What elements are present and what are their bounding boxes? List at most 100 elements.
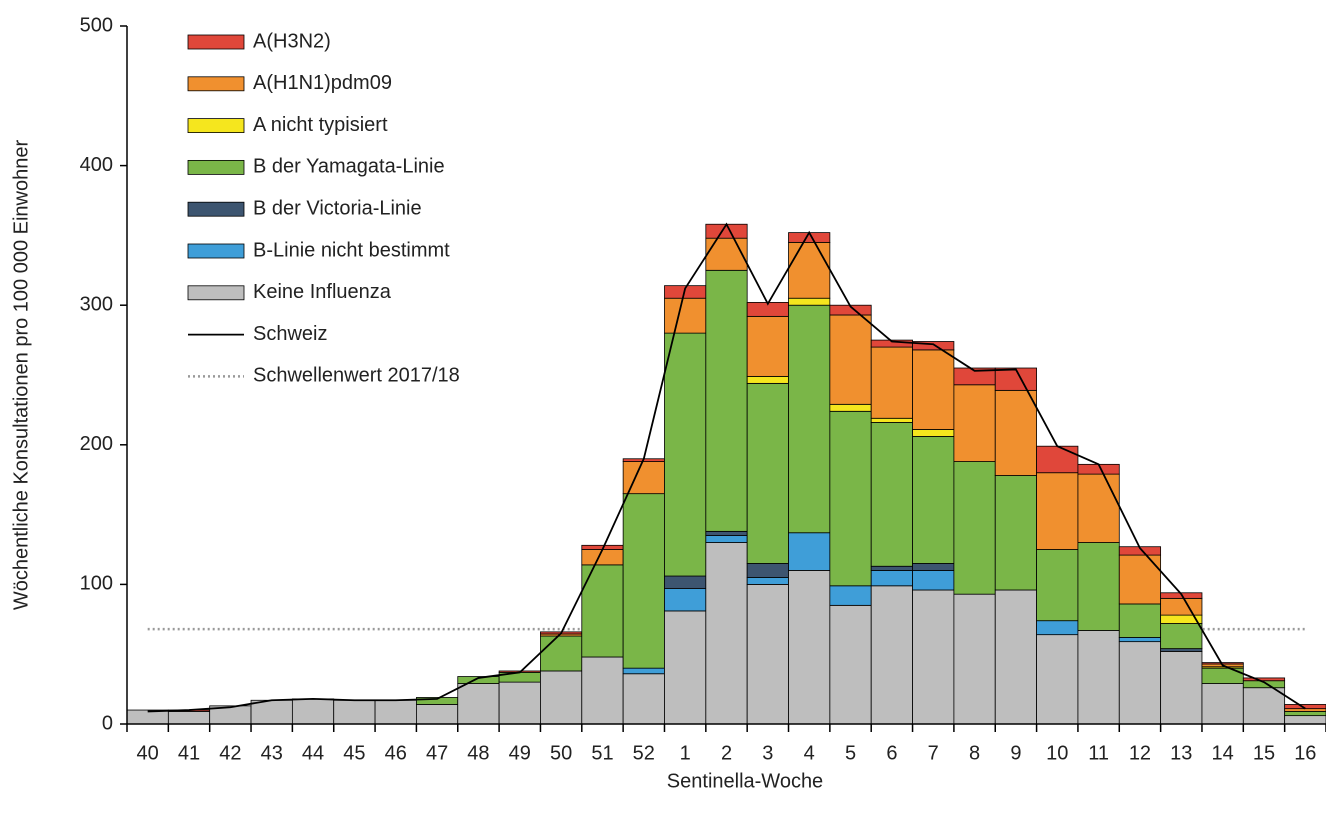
bar-segment xyxy=(1160,648,1203,652)
x-tick-label: 45 xyxy=(343,742,365,764)
legend-swatch xyxy=(187,76,245,92)
legend-label: B der Yamagata-Linie xyxy=(253,156,445,178)
legend-swatch xyxy=(187,201,245,217)
bar-segment xyxy=(705,542,748,725)
x-tick-label: 3 xyxy=(762,742,773,764)
bar-segment xyxy=(1118,641,1162,725)
bar-segment xyxy=(912,429,955,437)
legend-swatch xyxy=(187,159,245,175)
bar-segment xyxy=(1077,542,1120,631)
x-axis-title: Sentinella-Woche xyxy=(667,770,823,792)
y-axis-title: Wöchentliche Konsultationen pro 100 000 … xyxy=(10,140,32,611)
x-tick-label: 40 xyxy=(137,742,159,764)
bar-segment xyxy=(1077,473,1120,543)
bar-segment xyxy=(622,673,665,725)
bar-segment xyxy=(953,461,996,595)
bar-segment xyxy=(746,315,789,377)
x-tick-label: 9 xyxy=(1010,742,1021,764)
bar-segment xyxy=(953,384,996,462)
bar-segment xyxy=(746,375,789,384)
bar-segment xyxy=(540,635,583,672)
bar-segment xyxy=(581,656,624,725)
bar-segment xyxy=(1160,597,1203,616)
x-tick-label: 14 xyxy=(1212,742,1234,764)
bar-segment xyxy=(829,314,872,405)
bar-segment xyxy=(912,349,955,430)
x-tick-label: 46 xyxy=(385,742,407,764)
bar-segment xyxy=(1284,715,1326,725)
x-tick-label: 13 xyxy=(1170,742,1192,764)
legend-label: A nicht typisiert xyxy=(253,114,388,136)
y-tick-label: 300 xyxy=(80,293,113,315)
bar-segment xyxy=(457,683,500,725)
legend-label: A(H1N1)pdm09 xyxy=(253,72,392,94)
x-tick-label: 47 xyxy=(426,742,448,764)
y-tick-label: 100 xyxy=(80,573,113,595)
x-tick-label: 44 xyxy=(302,742,324,764)
bar-segment xyxy=(1242,677,1286,682)
bar-segment xyxy=(1036,445,1079,474)
legend-label: B-Linie nicht bestimmt xyxy=(253,239,450,261)
bar-segment xyxy=(746,563,789,578)
bar-segment xyxy=(788,532,831,571)
x-tick-label: 42 xyxy=(219,742,241,764)
bar-segment xyxy=(1160,651,1203,725)
bar-segment xyxy=(540,670,583,725)
bar-segment xyxy=(664,297,707,334)
x-tick-label: 11 xyxy=(1088,742,1109,764)
legend-label: B der Victoria-Linie xyxy=(253,197,422,219)
x-tick-label: 7 xyxy=(928,742,939,764)
bar-segment xyxy=(912,341,955,351)
bar-segment xyxy=(291,698,335,725)
legend-swatch xyxy=(187,285,245,301)
legend-label: Schwellenwert 2017/18 xyxy=(253,365,460,387)
x-tick-label: 6 xyxy=(886,742,897,764)
bar-segment xyxy=(829,410,872,587)
bar-segment xyxy=(912,570,955,591)
x-tick-label: 12 xyxy=(1129,742,1151,764)
bar-segment xyxy=(167,711,211,725)
legend-label: A(H3N2) xyxy=(253,30,331,52)
bar-segment xyxy=(953,593,996,725)
bar-segment xyxy=(1118,603,1162,638)
bar-segment xyxy=(788,297,831,306)
bar-segment xyxy=(1036,620,1079,636)
x-tick-label: 16 xyxy=(1294,742,1316,764)
x-tick-label: 50 xyxy=(550,742,572,764)
bar-segment xyxy=(829,403,872,412)
x-tick-label: 41 xyxy=(178,742,200,764)
bar-segment xyxy=(870,585,913,725)
y-tick-label: 0 xyxy=(102,712,113,734)
bar-segment xyxy=(1036,634,1079,725)
bar-segment xyxy=(622,667,665,675)
bar-segment xyxy=(581,549,624,566)
x-tick-label: 1 xyxy=(680,742,691,764)
legend-swatch xyxy=(187,118,245,133)
x-tick-label: 49 xyxy=(509,742,531,764)
bar-segment xyxy=(870,417,913,423)
bar-segment xyxy=(1284,708,1326,712)
x-tick-label: 2 xyxy=(721,742,732,764)
bar-segment xyxy=(1242,687,1286,725)
bar-segment xyxy=(416,704,459,725)
bar-segment xyxy=(994,475,1037,591)
x-tick-label: 43 xyxy=(261,742,283,764)
bar-segment xyxy=(746,382,789,564)
bar-segment xyxy=(705,269,748,532)
bar-segment xyxy=(126,709,169,725)
bar-segment xyxy=(333,699,376,725)
x-tick-label: 5 xyxy=(845,742,856,764)
bar-segment xyxy=(705,530,748,536)
bar-segment xyxy=(705,535,748,543)
bar-segment xyxy=(994,367,1037,391)
bar-segment xyxy=(994,389,1037,476)
bar-segment xyxy=(1036,472,1079,550)
line-series xyxy=(147,222,1306,713)
bar-segment xyxy=(912,589,955,725)
bar-segment xyxy=(1118,554,1162,605)
bar-segment xyxy=(746,577,789,585)
bar-segment xyxy=(829,604,872,725)
bar-segment xyxy=(664,332,707,577)
bar-segment xyxy=(1118,637,1162,643)
